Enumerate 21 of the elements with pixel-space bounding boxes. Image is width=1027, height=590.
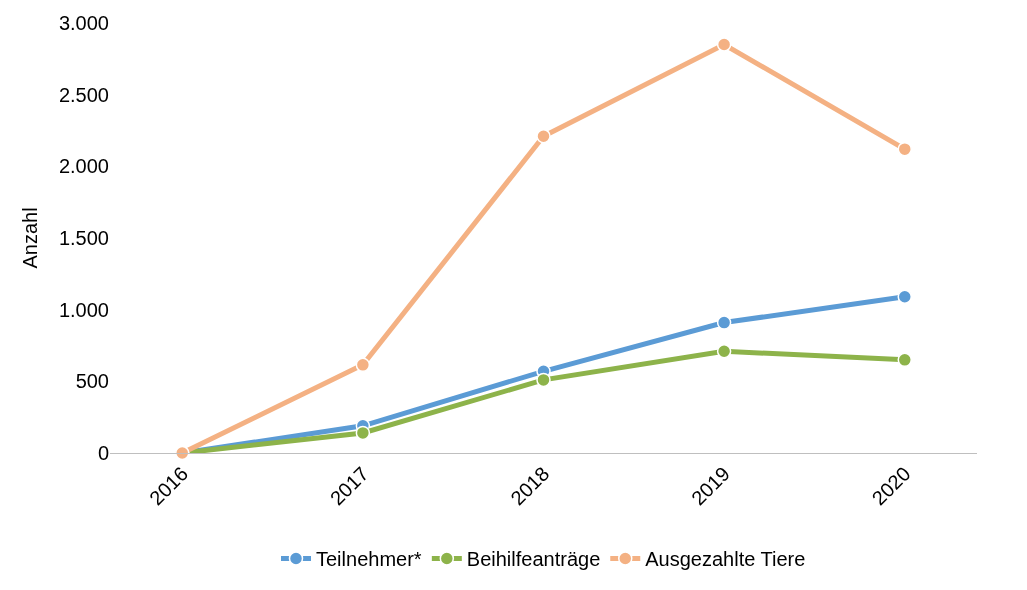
point [897, 141, 912, 157]
y-tick-label: 1.500 [58, 227, 109, 249]
y-tick-label: 0 [97, 442, 109, 464]
legend-label: Ausgezahlte Tiere [645, 548, 806, 571]
legend-label: Beihilfeanträge [466, 548, 601, 571]
point [897, 352, 912, 368]
point [716, 37, 732, 52]
legend-label: Teilnehmer* [316, 548, 422, 571]
point [897, 289, 912, 305]
point [355, 357, 371, 373]
point [355, 425, 371, 441]
point [536, 372, 551, 388]
y-tick-label: 3.000 [58, 12, 109, 34]
point [716, 315, 732, 330]
y-tick-label: 2.500 [58, 83, 109, 106]
y-tick-label: 500 [75, 370, 109, 393]
y-axis-title: Anzahl [19, 207, 42, 269]
y-tick-label: 1.000 [58, 298, 109, 321]
y-tick-label: 2.000 [58, 155, 109, 178]
point [716, 343, 732, 359]
point [536, 128, 551, 144]
